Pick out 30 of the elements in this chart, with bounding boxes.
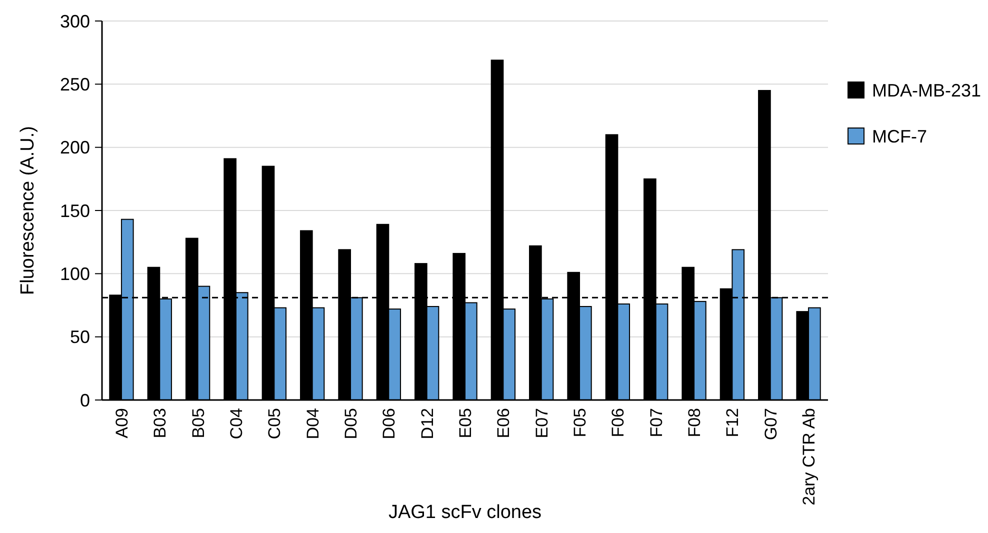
x-tick-label: C05	[265, 408, 284, 440]
legend-label: MCF-7	[872, 126, 927, 146]
x-tick-label: E05	[456, 408, 475, 438]
x-axis-title: JAG1 scFv clones	[388, 502, 542, 523]
x-tick-label: F08	[684, 408, 704, 438]
x-tick-label: 2ary CTR Ab	[799, 408, 818, 506]
y-axis-title: Fluorescence (A.U.)	[18, 126, 39, 295]
x-tick-label: D05	[341, 408, 360, 440]
x-tick-label: A09	[112, 408, 132, 438]
x-tick-label: F05	[570, 408, 590, 438]
y-tick-label: 100	[60, 264, 90, 284]
y-tick-label: 300	[60, 11, 90, 32]
x-tick-label: G07	[761, 408, 780, 440]
x-tick-label: D06	[380, 408, 399, 440]
x-tick-label: F07	[646, 408, 666, 438]
x-tick-label: C04	[226, 408, 246, 440]
y-tick-label: 150	[60, 200, 90, 221]
legend-label: MDA-MB-231	[872, 80, 982, 100]
x-tick-label: B05	[188, 408, 208, 438]
x-tick-label: D12	[418, 408, 437, 440]
x-tick-label: D04	[303, 408, 322, 440]
y-tick-label: 50	[70, 327, 90, 348]
x-tick-label: E06	[494, 408, 514, 438]
x-tick-label: F06	[608, 408, 628, 438]
x-tick-label: E07	[532, 408, 552, 438]
x-tick-label: B03	[150, 408, 170, 438]
x-tick-label: F12	[723, 408, 742, 438]
y-tick-label: 200	[60, 138, 90, 158]
y-tick-label: 250	[60, 74, 90, 94]
y-tick-label: 0	[80, 390, 90, 410]
